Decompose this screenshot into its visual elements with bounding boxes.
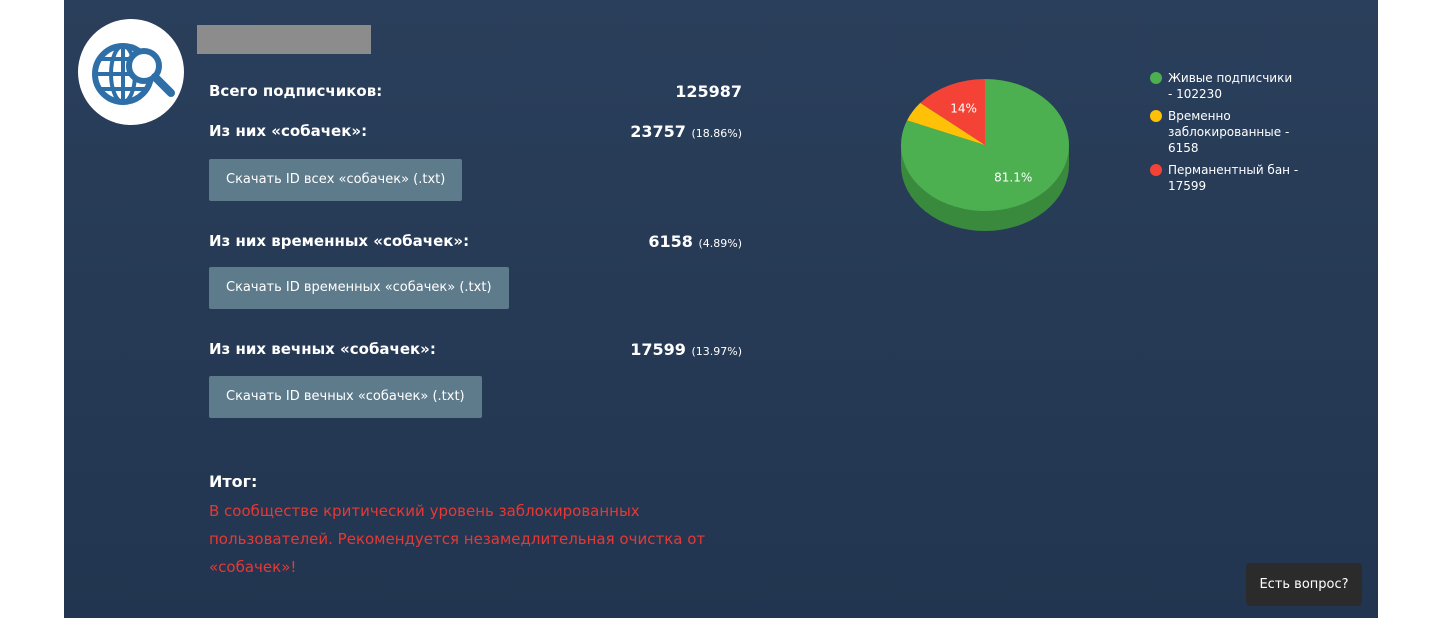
stat-label: Из них вечных «собачек»: (209, 340, 436, 358)
slice-label: 81.1% (994, 170, 1032, 184)
legend-item: Временно заблокированные - 6158 (1150, 108, 1300, 156)
help-button[interactable]: Есть вопрос? (1246, 563, 1362, 606)
stat-value: 23757 (630, 122, 686, 141)
pie-slice (920, 79, 985, 145)
legend-swatch (1150, 72, 1162, 84)
download-button[interactable]: Скачать ID вечных «собачек» (.txt) (209, 376, 482, 418)
logo (78, 19, 184, 125)
legend-label: Временно заблокированные - 6158 (1168, 109, 1290, 155)
stat-value-wrap: 23757 (18.86%) (630, 122, 742, 141)
legend-item: Перманентный бан - 17599 (1150, 162, 1300, 194)
legend-swatch (1150, 164, 1162, 176)
stat-percent: (18.86%) (691, 127, 742, 140)
legend-label: Живые подписчики - 102230 (1168, 71, 1293, 101)
summary-title: Итог: (209, 472, 258, 491)
stat-value-wrap: 17599 (13.97%) (630, 340, 742, 359)
download-button[interactable]: Скачать ID временных «собачек» (.txt) (209, 267, 509, 309)
stat-percent: (13.97%) (691, 345, 742, 358)
pie-chart: 81.1% 14% (901, 79, 1069, 231)
stat-label: Из них «собачек»: (209, 122, 368, 140)
stat-value: 17599 (630, 340, 686, 359)
stat-label: Из них временных «собачек»: (209, 232, 470, 250)
summary-text: В сообществе критический уровень заблоки… (209, 502, 706, 576)
legend: Живые подписчики - 102230 Временно заблок… (1150, 70, 1300, 200)
legend-label: Перманентный бан - 17599 (1168, 163, 1299, 193)
download-button[interactable]: Скачать ID всех «собачек» (.txt) (209, 159, 463, 201)
stat-value: 6158 (648, 232, 693, 251)
pie-slice (907, 102, 985, 145)
slice-label: 14% (950, 102, 977, 116)
redacted-name (197, 25, 371, 54)
stat-label: Всего подписчиков: (209, 82, 383, 100)
stat-value-wrap: 125987 (675, 82, 742, 101)
stat-percent: (4.89%) (698, 237, 742, 250)
stat-value-wrap: 6158 (4.89%) (648, 232, 742, 251)
legend-swatch (1150, 110, 1162, 122)
legend-item: Живые подписчики - 102230 (1150, 70, 1300, 102)
panel (64, 0, 1378, 618)
stat-value: 125987 (675, 82, 742, 101)
